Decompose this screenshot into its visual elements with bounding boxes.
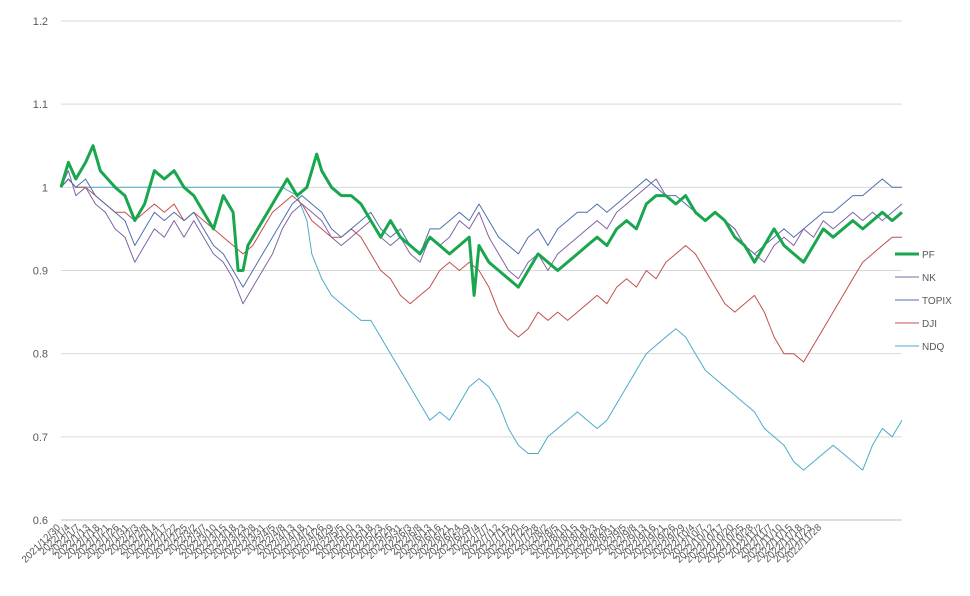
y-tick-label: 1.1 [33,99,48,111]
legend-label-nk: NK [922,273,936,284]
legend-label-ndq: NDQ [922,342,944,353]
legend-label-pf: PF [922,250,935,261]
y-tick-label: 1 [42,182,48,194]
gridlines [61,20,902,521]
series-line-ndq [60,178,903,471]
y-tick-label: 0.7 [33,432,48,444]
legend-label-topix: TOPIX [922,296,952,307]
y-tick-label: 0.8 [33,349,48,361]
series-line-pf [59,144,903,297]
legend: PF NK TOPIX DJI NDQ [895,250,952,353]
y-tick-label: 0.6 [33,515,48,527]
x-axis: 2021/12/302022/1/42022/1/72022/1/132022/… [20,522,824,565]
y-tick-label: 1.2 [33,16,48,28]
series-line-dji [60,178,902,363]
series-lines [59,144,903,471]
series-line-nk [60,170,903,305]
legend-label-dji: DJI [922,319,937,330]
y-axis-ticks: 0.6 0.7 0.8 0.9 1 1.1 1.2 [33,16,48,527]
y-tick-label: 0.9 [33,266,48,278]
